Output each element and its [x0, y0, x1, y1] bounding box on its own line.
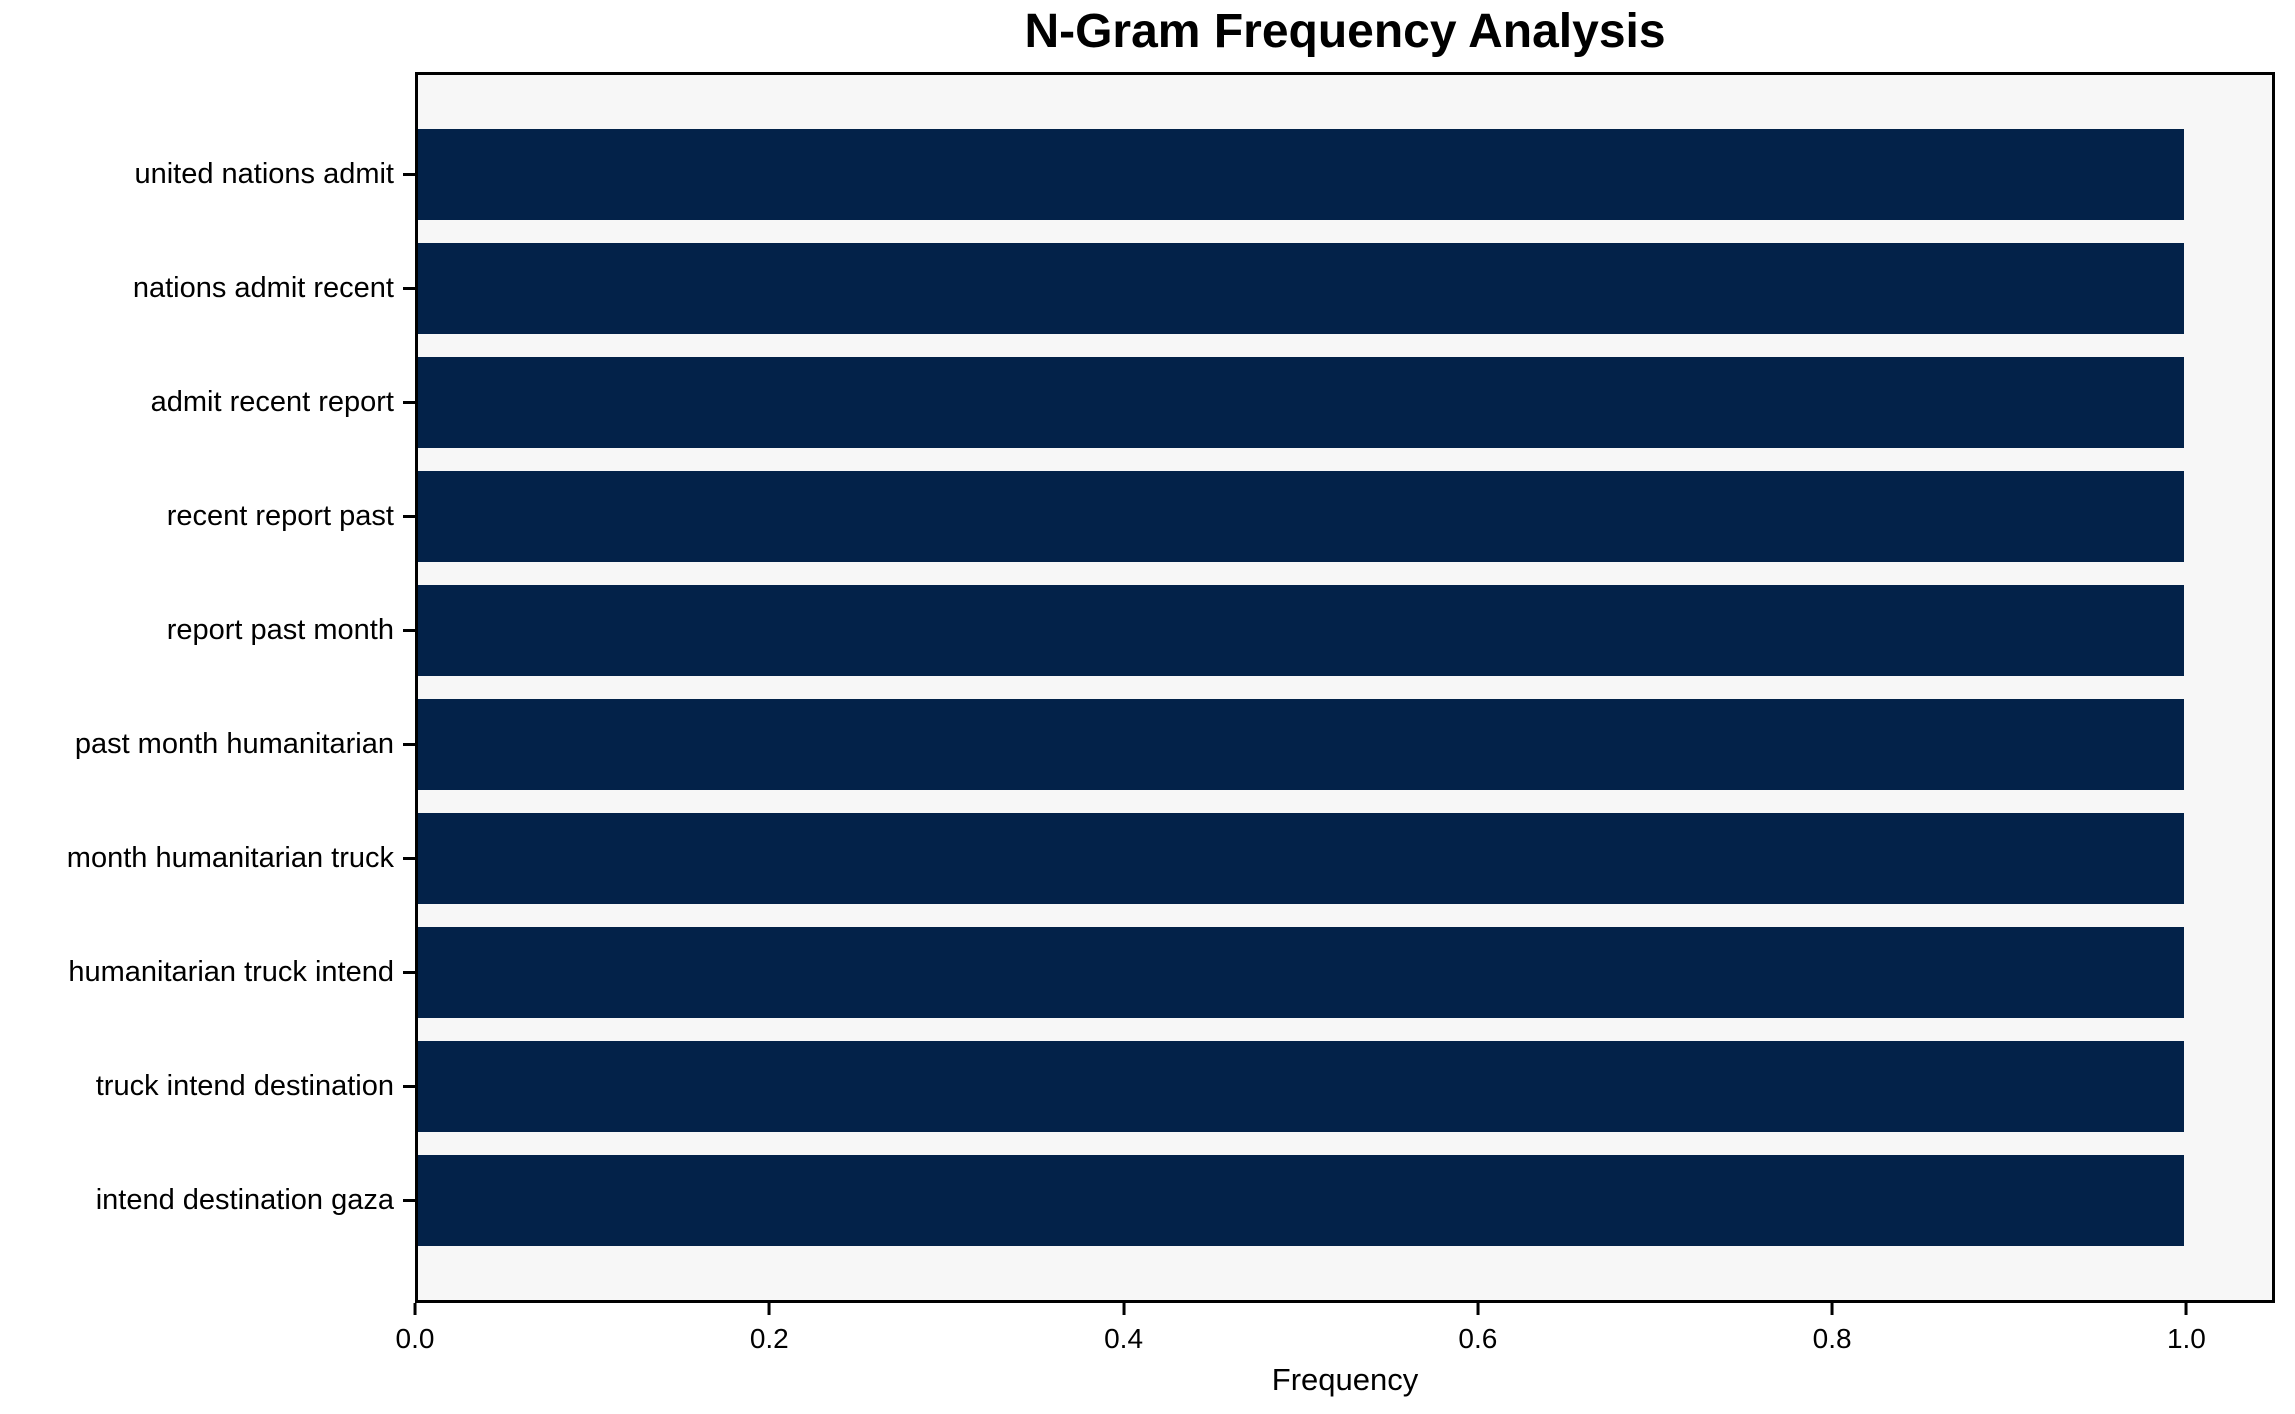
- x-tick: 0.2: [750, 1303, 789, 1355]
- x-tick-mark-icon: [2184, 1303, 2188, 1315]
- x-tick: 0.4: [1104, 1303, 1143, 1355]
- bar-row: [418, 1155, 2272, 1246]
- y-tick-row: united nations admit: [0, 129, 415, 220]
- x-tick: 0.0: [395, 1303, 435, 1355]
- x-tick-label: 0.4: [1104, 1323, 1144, 1354]
- y-tick-mark-icon: [403, 1085, 415, 1088]
- frequency-bar: [418, 357, 2184, 448]
- bar-row: [418, 243, 2272, 334]
- y-tick-row: report past month: [0, 585, 415, 676]
- plot-area: [415, 72, 2275, 1303]
- x-tick-label: 0.2: [749, 1323, 789, 1354]
- bar-row: [418, 813, 2272, 904]
- y-tick-label: past month humanitarian: [74, 728, 394, 760]
- frequency-bar: [418, 699, 2184, 790]
- chart-title: N-Gram Frequency Analysis: [1024, 5, 1666, 58]
- x-axis-ticks: 0.0 0.2 0.4 0.6 0.8 1.0: [396, 1303, 2275, 1373]
- x-tick: 0.6: [1458, 1303, 1497, 1355]
- y-tick-mark-icon: [403, 971, 415, 974]
- y-tick-mark-icon: [403, 287, 415, 290]
- y-tick-row: intend destination gaza: [0, 1155, 415, 1246]
- y-tick-mark-icon: [403, 629, 415, 632]
- frequency-bar: [418, 471, 2184, 562]
- x-tick: 0.8: [1813, 1303, 1852, 1355]
- y-tick-mark-icon: [403, 515, 415, 518]
- y-tick-label: report past month: [166, 614, 394, 646]
- x-tick: 1.0: [2167, 1303, 2206, 1355]
- y-tick-row: humanitarian truck intend: [0, 927, 415, 1018]
- x-tick-label: 0.8: [1812, 1323, 1852, 1354]
- bar-row: [418, 585, 2272, 676]
- frequency-bar: [418, 1041, 2184, 1132]
- y-axis-labels: united nations admit nations admit recent…: [0, 72, 415, 1303]
- x-tick-mark-icon: [1830, 1303, 1834, 1315]
- bar-row: [418, 699, 2272, 790]
- frequency-bar: [418, 813, 2184, 904]
- y-tick-row: truck intend destination: [0, 1041, 415, 1132]
- y-tick-label: intend destination gaza: [95, 1184, 394, 1216]
- y-tick-row: month humanitarian truck: [0, 813, 415, 904]
- y-tick-mark-icon: [403, 857, 415, 860]
- y-tick-row: nations admit recent: [0, 243, 415, 334]
- frequency-bar: [418, 1155, 2184, 1246]
- bar-row: [418, 471, 2272, 562]
- bar-row: [418, 357, 2272, 448]
- frequency-bar: [418, 129, 2184, 220]
- y-tick-row: past month humanitarian: [0, 699, 415, 790]
- y-tick-mark-icon: [403, 173, 415, 176]
- y-tick-mark-icon: [403, 401, 415, 404]
- y-tick-row: recent report past: [0, 471, 415, 562]
- frequency-bar: [418, 585, 2184, 676]
- y-tick-label: truck intend destination: [95, 1070, 394, 1102]
- x-tick-mark-icon: [767, 1303, 771, 1315]
- y-tick-mark-icon: [403, 743, 415, 746]
- y-tick-label: humanitarian truck intend: [68, 956, 394, 988]
- x-tick-mark-icon: [1122, 1303, 1126, 1315]
- frequency-bar: [418, 927, 2184, 1018]
- y-tick-label: nations admit recent: [132, 272, 394, 304]
- y-tick-mark-icon: [403, 1199, 415, 1202]
- x-tick-mark-icon: [1476, 1303, 1480, 1315]
- x-tick-label: 1.0: [2166, 1323, 2206, 1354]
- y-tick-label: recent report past: [166, 500, 394, 532]
- bar-row: [418, 927, 2272, 1018]
- x-tick-label: 0.6: [1458, 1323, 1498, 1354]
- frequency-bar: [418, 243, 2184, 334]
- bar-row: [418, 129, 2272, 220]
- y-tick-label: month humanitarian truck: [66, 842, 394, 874]
- bar-row: [418, 1041, 2272, 1132]
- x-tick-mark-icon: [413, 1303, 417, 1315]
- x-tick-label: 0.0: [395, 1323, 435, 1354]
- y-tick-label: admit recent report: [150, 386, 394, 418]
- y-tick-label: united nations admit: [134, 158, 394, 190]
- x-axis-label: Frequency: [1271, 1362, 1419, 1397]
- y-tick-row: admit recent report: [0, 357, 415, 448]
